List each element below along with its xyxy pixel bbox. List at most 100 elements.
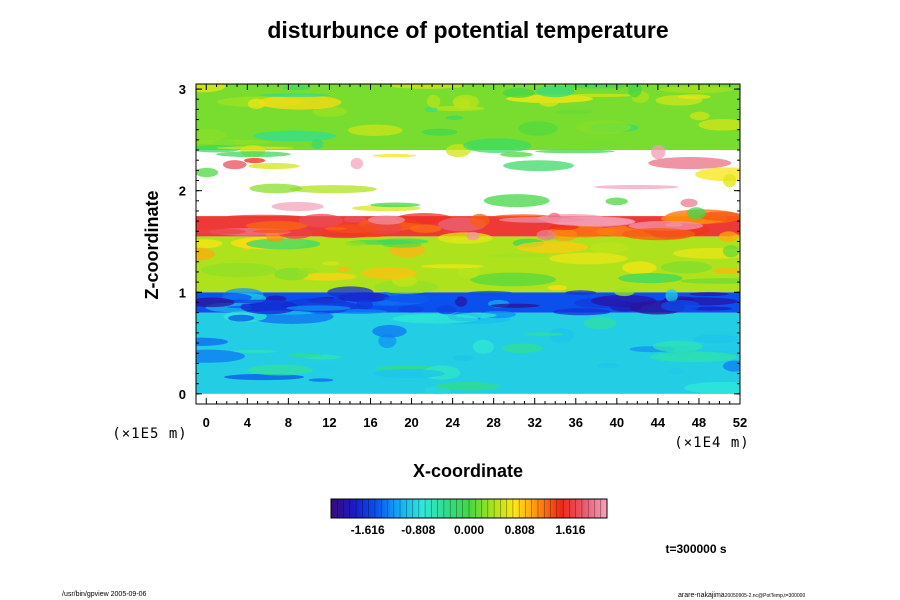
heat-texture-0-15 (684, 381, 740, 394)
heat-texture-5-28 (258, 95, 342, 110)
heat-texture-2-36 (420, 264, 485, 269)
heat-texture-2-1 (373, 280, 439, 294)
heat-texture-5-5 (252, 130, 336, 142)
heat-texture-2-41 (337, 266, 350, 273)
heat-texture-3-35 (298, 213, 344, 228)
heat-texture-4-24 (271, 201, 324, 212)
heat-texture-5-16 (463, 138, 532, 154)
colorbar-tick-label: 0.000 (454, 523, 484, 537)
heat-texture-2-30 (361, 267, 417, 280)
heat-texture-5-32 (259, 93, 331, 98)
heat-texture-2-28 (322, 261, 340, 266)
heat-texture-3-20 (549, 224, 579, 231)
heat-texture-1-33 (383, 294, 458, 303)
heat-texture-0-6 (549, 327, 574, 343)
heat-texture-4-19 (370, 202, 421, 208)
heat-texture-0-32 (472, 339, 494, 354)
heat-texture-5-33 (311, 139, 324, 150)
heat-texture-4-13 (593, 184, 680, 190)
heat-texture-0-8 (378, 333, 397, 349)
chart-title: disturbunce of potential temperature (267, 17, 668, 43)
heat-texture-4-4 (651, 144, 666, 160)
heat-texture-4-9 (372, 154, 417, 158)
heat-texture-4-12 (350, 158, 364, 170)
heat-texture-2-18 (590, 242, 629, 254)
heat-texture-0-41 (455, 312, 497, 319)
heat-texture-0-14 (583, 317, 617, 330)
heat-texture-3-2 (395, 213, 452, 224)
heat-texture-3-37 (628, 220, 704, 231)
heat-texture-2-33 (722, 244, 740, 258)
heat-texture-2-31 (549, 252, 628, 265)
heat-texture-2-21 (613, 287, 635, 297)
x-tick-label: 52 (733, 415, 747, 430)
heat-texture-3-39 (466, 231, 480, 241)
heat-texture-2-11 (437, 232, 493, 244)
heat-texture-5-19 (389, 84, 465, 89)
y-tick-label: 3 (179, 82, 186, 97)
heat-texture-5-15 (575, 120, 631, 135)
x-tick-label: 4 (244, 415, 252, 430)
heat-texture-2-14 (470, 272, 556, 287)
heat-texture-1-41 (591, 294, 657, 308)
heat-texture-0-20 (223, 373, 305, 381)
heat-texture-4-22 (196, 167, 219, 178)
heat-texture-2-26 (200, 262, 277, 278)
heat-texture-3-22 (321, 233, 367, 239)
heat-texture-0-23 (196, 349, 245, 363)
heat-texture-0-39 (722, 360, 740, 372)
heat-texture-0-29 (524, 332, 564, 337)
heat-texture-2-39 (660, 261, 712, 274)
heat-texture-5-37 (426, 94, 441, 108)
heat-texture-0-12 (692, 334, 739, 344)
heat-texture-0-35 (650, 351, 738, 363)
colorbar-tick-label: 0.808 (505, 523, 535, 537)
heat-texture-4-17 (605, 197, 628, 206)
heat-texture-1-27 (356, 299, 373, 311)
heat-texture-5-8 (698, 118, 740, 131)
heat-texture-2-32 (718, 231, 739, 242)
heat-texture-5-20 (502, 87, 535, 98)
heat-texture-4-11 (216, 151, 291, 158)
heat-texture-4-3 (289, 185, 377, 194)
x-tick-label: 48 (692, 415, 706, 430)
heat-texture-1-29 (565, 290, 597, 295)
heat-texture-3-13 (409, 224, 442, 233)
heat-texture-5-9 (196, 128, 227, 142)
heat-texture-1-40 (196, 297, 235, 308)
heat-texture-0-3 (311, 362, 336, 373)
heat-texture-2-37 (246, 238, 321, 250)
heat-texture-0-37 (373, 369, 445, 379)
heat-texture-5-17 (538, 95, 560, 107)
y-tick-label: 1 (179, 285, 186, 300)
heat-texture-5-38 (518, 121, 558, 136)
heat-texture-0-21 (247, 364, 313, 376)
y-axis: 0 1 2 3 (179, 82, 740, 402)
heat-texture-2-0 (680, 278, 740, 284)
heat-texture-5-1 (347, 124, 403, 136)
heat-texture-1-20 (466, 290, 514, 296)
heat-texture-4-1 (535, 149, 615, 154)
heat-texture-4-23 (244, 157, 266, 164)
heat-texture-1-34 (660, 299, 701, 312)
colorbar-tick-label: 1.616 (555, 523, 585, 537)
heat-texture-5-24 (312, 106, 348, 117)
heat-texture-5-36 (453, 97, 471, 109)
heat-texture-0-33 (435, 381, 500, 391)
heat-texture-1-13 (552, 308, 611, 316)
heat-texture-1-23 (454, 296, 468, 307)
x-tick-label: 28 (486, 415, 500, 430)
footer-left: /usr/bin/gpview 2005-09-06 (62, 591, 147, 598)
heat-texture-1-25 (665, 289, 678, 303)
heat-texture-5-31 (216, 146, 294, 150)
heat-texture-0-31 (502, 343, 543, 354)
y-tick-label: 2 (179, 184, 186, 199)
x-tick-label: 20 (404, 415, 418, 430)
heat-texture-2-40 (344, 240, 366, 246)
heat-texture-4-10 (680, 198, 698, 208)
heat-texture-0-0 (452, 355, 474, 362)
heat-texture-4-15 (248, 163, 300, 170)
heat-texture-0-34 (653, 340, 703, 353)
heat-texture-2-17 (196, 247, 215, 261)
